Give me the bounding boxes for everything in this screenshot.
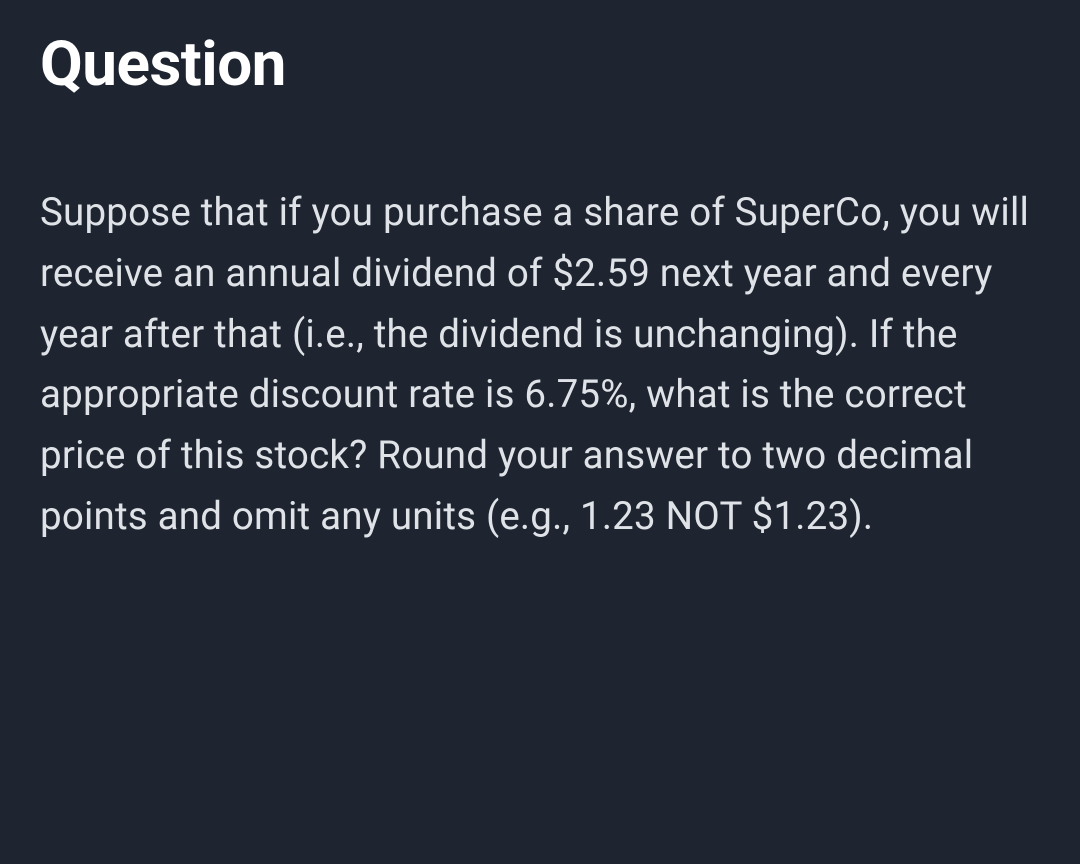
question-body: Suppose that if you purchase a share of … [40, 183, 1040, 548]
question-heading: Question [40, 28, 1040, 101]
